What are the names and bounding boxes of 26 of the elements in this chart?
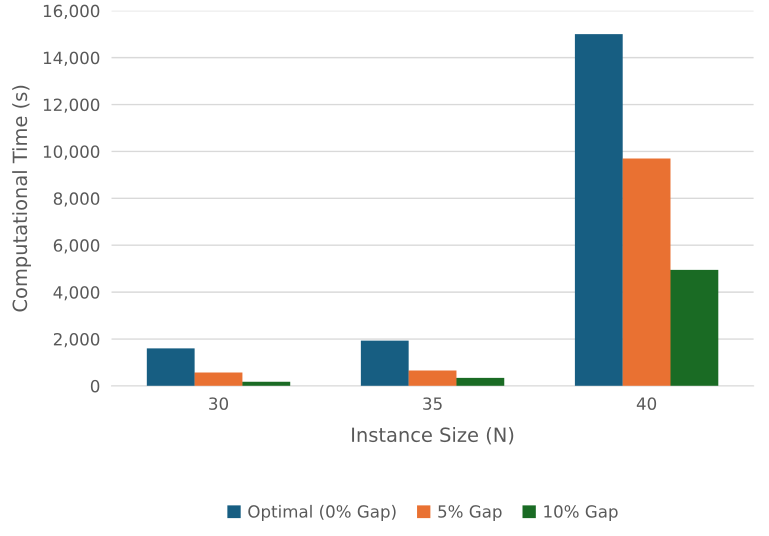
y-tick-label: 14,000 [44,52,100,66]
y-tick-label: 4,000 [53,286,100,300]
x-axis-title: Instance Size (N) [352,427,514,444]
legend-label: 5% Gap [438,505,502,521]
bar [360,340,409,386]
y-tick-label: 12,000 [44,98,100,113]
x-tick-label: 30 [209,397,228,410]
bar [574,34,623,386]
legend-label: Optimal (0% Gap) [248,504,396,521]
y-tick-label: 10,000 [44,145,100,160]
y-axis-title: Computational Time (s) [12,86,31,312]
y-tick-label: 0 [90,380,100,392]
y-tick-label: 2,000 [54,332,100,348]
bar [194,372,242,386]
bar [242,382,290,386]
x-tick-label: 40 [636,397,656,410]
bar [670,270,718,386]
bar [146,348,195,386]
bar [456,378,504,386]
x-tick-label: 35 [423,397,442,410]
y-tick-label: 8,000 [54,192,100,207]
y-tick-label: 16,000 [44,4,100,19]
bar [622,158,670,386]
legend-label: 10% Gap [544,505,618,521]
bar [408,370,456,386]
y-tick-label: 6,000 [54,239,100,254]
